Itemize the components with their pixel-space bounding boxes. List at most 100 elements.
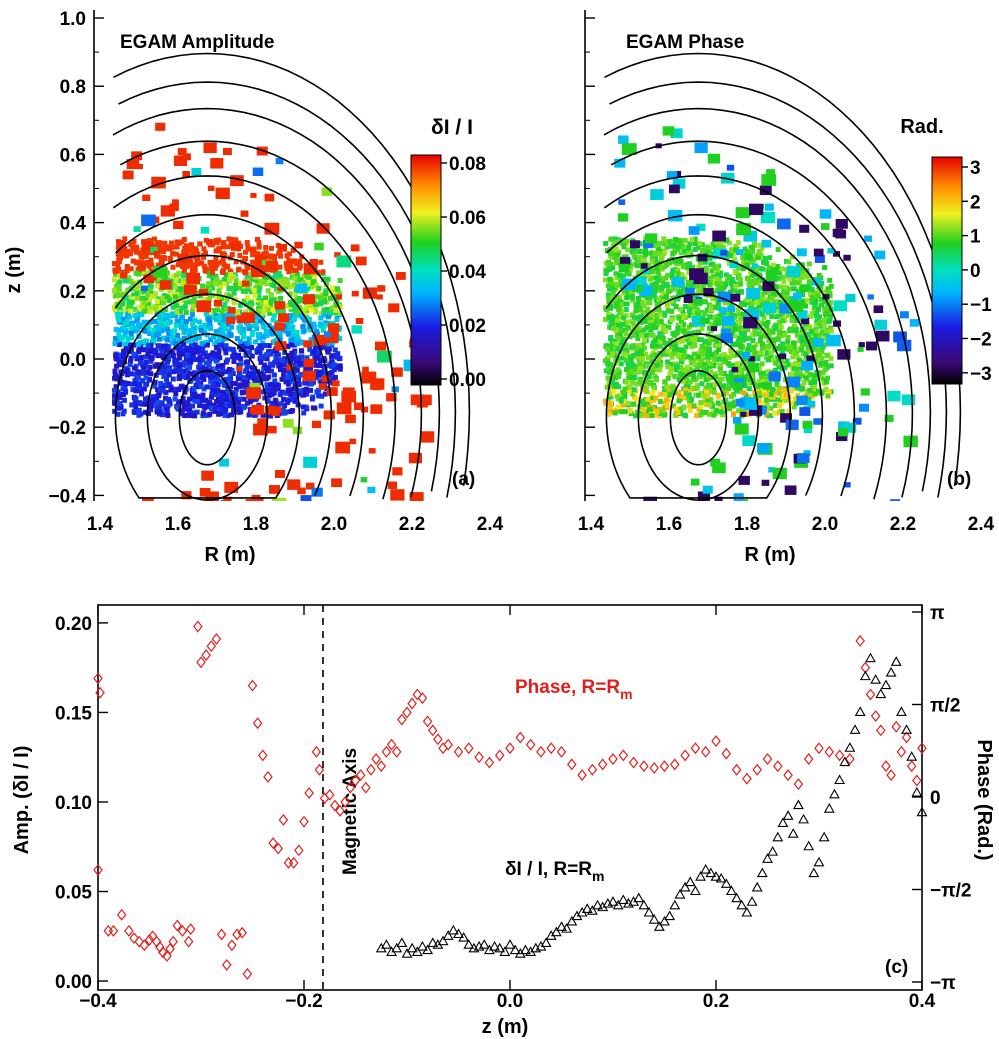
- colorbar-a-tick-label: 0.02: [449, 316, 486, 337]
- phase-point: [402, 706, 412, 719]
- phase-point: [294, 844, 304, 857]
- phase-point: [211, 633, 222, 645]
- flux-surface: [178, 369, 237, 466]
- colorbar-b-title: Rad.: [900, 116, 943, 138]
- phase-point: [147, 930, 158, 943]
- amplitude-point: [916, 806, 928, 817]
- amplitude-point: [638, 899, 650, 910]
- phase-point: [340, 796, 350, 808]
- amplitude-point: [911, 786, 923, 797]
- y-tick-label: 0.8: [60, 77, 86, 98]
- phase-point: [376, 760, 387, 773]
- amplitude-point: [411, 946, 423, 956]
- y-tick-label: 0.05: [55, 883, 92, 904]
- amplitude-point: [643, 906, 655, 917]
- amplitude-heatmap: [111, 122, 435, 501]
- amplitude-point: [720, 878, 732, 888]
- amplitude-point: [458, 931, 470, 942]
- y2-tick-label: 0: [930, 788, 941, 809]
- phase-point: [912, 774, 922, 787]
- panel-a-xlabel: R (m): [204, 544, 255, 566]
- flux-surface: [114, 293, 301, 499]
- x-tick-label: 2.0: [812, 514, 838, 535]
- phase-point: [793, 778, 804, 791]
- phase-point: [762, 753, 773, 765]
- colorbar-b-tick-label: 0: [970, 261, 981, 282]
- amplitude-point: [803, 840, 815, 851]
- phase-point: [103, 924, 114, 937]
- y-tick-label: 0.00: [55, 972, 92, 993]
- x-tick-label: 2.0: [321, 514, 347, 535]
- x-tick-label: 0.2: [703, 991, 729, 1012]
- phase-point: [525, 738, 536, 751]
- amplitude-point: [664, 910, 676, 921]
- phase-point: [536, 745, 546, 758]
- amplitude-point: [453, 928, 464, 939]
- phase-point: [876, 724, 886, 737]
- flux-surface: [605, 293, 792, 499]
- x-tick-label: 0.4: [909, 991, 936, 1012]
- amplitude-point: [849, 724, 861, 734]
- phase-point: [196, 656, 206, 669]
- phase-point: [124, 924, 134, 937]
- phase-point: [783, 769, 793, 782]
- phase-point: [268, 837, 278, 850]
- amplitude-point: [442, 930, 454, 940]
- amplitude-point: [679, 881, 691, 892]
- phase-point: [896, 745, 907, 758]
- flux-surface: [606, 213, 856, 497]
- phase-point: [335, 804, 345, 817]
- colorbar-b: [931, 156, 963, 385]
- amplitude-point: [854, 706, 866, 716]
- phase-point: [299, 815, 309, 828]
- amplitude-point: [401, 948, 413, 958]
- amplitude-point: [422, 944, 434, 955]
- y2-tick-label: −π/2: [930, 881, 972, 902]
- colorbar-b-tick-label: 1: [970, 227, 981, 248]
- x-tick-label: 2.4: [477, 514, 504, 535]
- amplitude-point: [782, 810, 794, 820]
- amplitude-point: [478, 939, 490, 949]
- flux-surface: [605, 254, 824, 496]
- phase-point: [324, 788, 335, 801]
- phase-point: [232, 928, 242, 941]
- amplitude-point: [561, 922, 573, 933]
- amplitude-point: [859, 670, 871, 681]
- x-tick-label: 1.4: [87, 514, 114, 535]
- phase-point: [752, 763, 762, 776]
- phase-point: [252, 717, 263, 730]
- amplitude-point: [550, 926, 562, 937]
- phase-point: [680, 749, 690, 762]
- phase-series-label: Phase, R=Rm: [515, 677, 633, 702]
- phase-point: [412, 688, 423, 701]
- amplitude-point: [612, 899, 624, 910]
- amplitude-series: [375, 652, 928, 958]
- panel-c-tag: (c): [885, 957, 908, 978]
- phase-point: [95, 686, 105, 699]
- phase-point: [494, 749, 505, 762]
- x-tick-label: 2.4: [968, 514, 995, 535]
- amplitude-point: [659, 915, 670, 926]
- phase-point: [139, 939, 150, 952]
- colorbar-b-tick-label: −3: [970, 364, 992, 385]
- phase-point: [93, 864, 103, 876]
- amplitude-point: [463, 939, 475, 949]
- phase-point: [183, 935, 194, 948]
- panel-c: Magnetic Axis −0.4 −0.2 0.0 0.2 0.4 0.00 0.05 0…: [11, 603, 995, 1038]
- flux-surfaces-a: [112, 52, 471, 501]
- phase-point: [263, 770, 273, 783]
- phase-point: [484, 756, 495, 769]
- axes-c: −0.4 −0.2 0.0 0.2 0.4 0.00 0.05 0.10 0.15 0.20 π π/…: [55, 603, 971, 1012]
- amplitude-point: [906, 751, 918, 761]
- phase-point: [773, 760, 783, 773]
- phase-point: [283, 856, 294, 869]
- phase-point: [129, 932, 139, 945]
- amplitude-point: [489, 940, 500, 951]
- x-tick-label: 1.4: [578, 514, 605, 535]
- phase-point: [711, 735, 721, 748]
- amplitude-point: [700, 863, 712, 874]
- phase-point: [628, 756, 639, 769]
- amplitude-point: [829, 788, 840, 799]
- amplitude-point: [731, 892, 743, 903]
- amplitude-point: [581, 903, 593, 913]
